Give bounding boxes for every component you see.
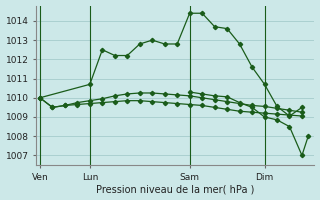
X-axis label: Pression niveau de la mer( hPa ): Pression niveau de la mer( hPa ): [96, 184, 254, 194]
